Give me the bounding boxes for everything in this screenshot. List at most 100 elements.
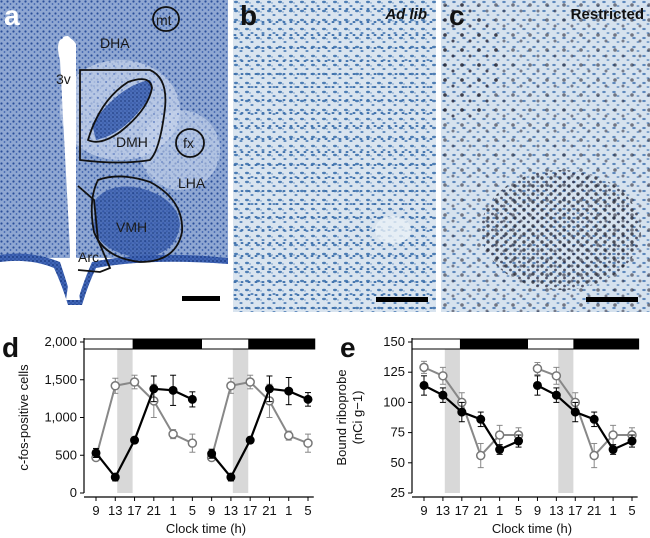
region-dmh: DMH [116, 134, 148, 150]
y-tick-label: 1,500 [44, 372, 77, 387]
data-point-filled [168, 385, 178, 395]
x-tick-label: 17 [568, 503, 582, 518]
panel-a-section: DHA mt 3v DMH fx LHA VMH Arc [0, 0, 228, 312]
dmh-outline [79, 69, 167, 164]
vmh-outline [90, 175, 183, 263]
data-point-filled [627, 436, 637, 446]
data-point-open [475, 450, 486, 461]
data-point-open [551, 371, 562, 381]
data-point-open [226, 381, 236, 391]
y-axis-unit: (nCi g−1) [350, 391, 365, 445]
region-vmh: VMH [116, 219, 147, 235]
dmh-inner-outline [86, 78, 153, 143]
data-point-filled [284, 386, 294, 396]
data-point-filled [207, 449, 217, 459]
data-point-filled [419, 380, 429, 390]
data-point-filled [245, 435, 255, 445]
x-tick-label: 9 [420, 503, 427, 518]
region-dha: DHA [100, 35, 130, 51]
data-point-open [589, 450, 599, 461]
y-tick-label: 75 [391, 425, 405, 440]
data-point-open [187, 438, 198, 448]
data-point-open [438, 371, 448, 381]
x-tick-label: 17 [243, 503, 257, 518]
shaded-interval [558, 342, 574, 493]
y-tick-label: 100 [383, 394, 405, 409]
data-point-filled [476, 414, 486, 424]
y-axis-title: Bound riboprobe [334, 369, 349, 465]
x-axis-title: Clock time (h) [166, 521, 246, 536]
data-point-open [110, 381, 121, 391]
region-3v: 3v [56, 71, 71, 87]
data-point-filled [226, 472, 236, 482]
dark-period [573, 339, 639, 349]
data-point-open [608, 430, 618, 440]
data-point-filled [570, 407, 580, 417]
arc-outline [77, 185, 112, 273]
data-point-filled [91, 448, 101, 458]
x-tick-label: 1 [169, 503, 176, 518]
panel-letter-c: c [449, 0, 465, 31]
y-tick-label: 150 [383, 334, 405, 349]
data-point-filled [130, 435, 140, 445]
y-tick-label: 0 [70, 485, 77, 500]
x-tick-label: 13 [224, 503, 238, 518]
scale-bar-b [376, 297, 428, 302]
shaded-interval [232, 342, 249, 493]
data-point-open [494, 430, 505, 440]
fx-outline [175, 128, 205, 158]
panel-letter-b: b [240, 0, 258, 31]
data-point-open [419, 362, 429, 373]
data-point-filled [110, 472, 120, 482]
x-tick-label: 5 [304, 503, 311, 518]
y-tick-label: 500 [55, 447, 77, 462]
mt-outline [152, 6, 180, 32]
x-tick-label: 9 [92, 503, 99, 518]
x-tick-label: 1 [609, 503, 616, 518]
data-point-filled [608, 445, 618, 455]
panel-a-micrograph: DHA mt 3v DMH fx LHA VMH Arc [0, 0, 228, 312]
data-point-filled [551, 390, 561, 400]
series-line [423, 384, 519, 451]
x-tick-label: 13 [549, 503, 563, 518]
x-tick-label: 17 [127, 503, 141, 518]
dark-period [132, 339, 202, 349]
data-point-filled [187, 394, 197, 404]
data-point-filled [514, 436, 524, 446]
data-point-open [303, 438, 313, 448]
data-point-open [245, 377, 255, 387]
y-tick-label: 1,000 [44, 410, 77, 425]
panel-c-section [441, 0, 650, 312]
x-tick-label: 13 [436, 503, 450, 518]
x-tick-label: 13 [108, 503, 122, 518]
data-point-open [168, 429, 178, 439]
condition-restricted: Restricted [570, 6, 644, 23]
y-tick-label: 50 [391, 455, 405, 470]
x-tick-label: 21 [262, 503, 276, 518]
data-point-filled [264, 384, 274, 394]
x-tick-label: 9 [534, 503, 541, 518]
panel-letter-e: e [340, 332, 356, 363]
x-tick-label: 21 [147, 503, 161, 518]
series-line [537, 367, 632, 458]
dark-period [248, 339, 315, 349]
data-point-filled [303, 394, 313, 404]
scale-bar-c [586, 297, 638, 302]
series-line [536, 384, 633, 451]
y-tick-label: 25 [391, 485, 405, 500]
x-tick-label: 5 [189, 503, 196, 518]
data-point-filled [589, 414, 599, 424]
data-point-filled [149, 384, 159, 394]
x-tick-label: 1 [285, 503, 292, 518]
dark-period [459, 339, 528, 349]
data-point-open [283, 430, 294, 441]
panel-c-micrograph [441, 0, 650, 312]
panel-letter-a: a [4, 0, 20, 31]
panel-b-section [233, 0, 436, 312]
y-axis-title: c-fos-positive cells [16, 364, 31, 471]
region-lha: LHA [178, 175, 206, 191]
x-axis-title: Clock time (h) [492, 521, 572, 536]
data-point-filled [457, 407, 467, 417]
